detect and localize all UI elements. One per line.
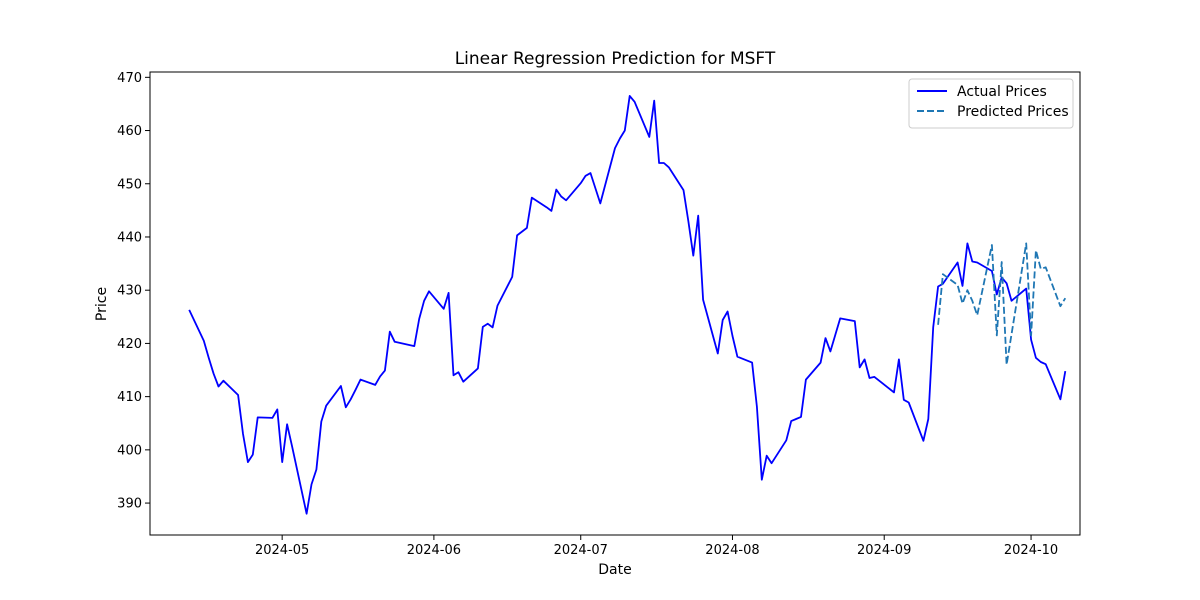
y-axis: 390 400 410 420 430 440 450 460 470 xyxy=(117,71,150,512)
series-layer xyxy=(188,95,1067,515)
x-axis-label: Date xyxy=(598,562,631,578)
chart-title: Linear Regression Prediction for MSFT xyxy=(455,49,776,69)
y-axis-label: Price xyxy=(94,287,110,321)
axes-frame xyxy=(149,71,1081,536)
x-axis: 2024-05 2024-06 2024-07 2024-08 2024-09 2024-… xyxy=(255,535,1058,558)
legend: Actual Prices Predicted Prices xyxy=(908,78,1074,129)
x-tick-label: 2024-10 xyxy=(1004,543,1058,558)
y-tick-label: 400 xyxy=(117,443,142,458)
x-tick-label: 2024-07 xyxy=(554,543,608,558)
y-tick-label: 470 xyxy=(117,71,142,86)
x-tick-label: 2024-09 xyxy=(857,543,911,558)
y-tick-label: 450 xyxy=(117,177,142,192)
legend-label-predicted-prices: Predicted Prices xyxy=(957,104,1069,120)
legend-box xyxy=(908,78,1074,129)
y-tick-label: 390 xyxy=(117,497,142,512)
x-tick-label: 2024-05 xyxy=(255,543,309,558)
legend-label-actual-prices: Actual Prices xyxy=(957,84,1047,100)
x-tick-label: 2024-08 xyxy=(705,543,759,558)
y-tick-label: 410 xyxy=(117,390,142,405)
series-line-actual-prices xyxy=(188,95,1067,515)
y-tick-label: 440 xyxy=(117,230,142,245)
y-tick-label: 420 xyxy=(117,337,142,352)
x-tick-label: 2024-06 xyxy=(407,543,461,558)
y-tick-label: 430 xyxy=(117,284,142,299)
series-line-predicted-prices xyxy=(937,242,1067,366)
y-tick-label: 460 xyxy=(117,124,142,139)
